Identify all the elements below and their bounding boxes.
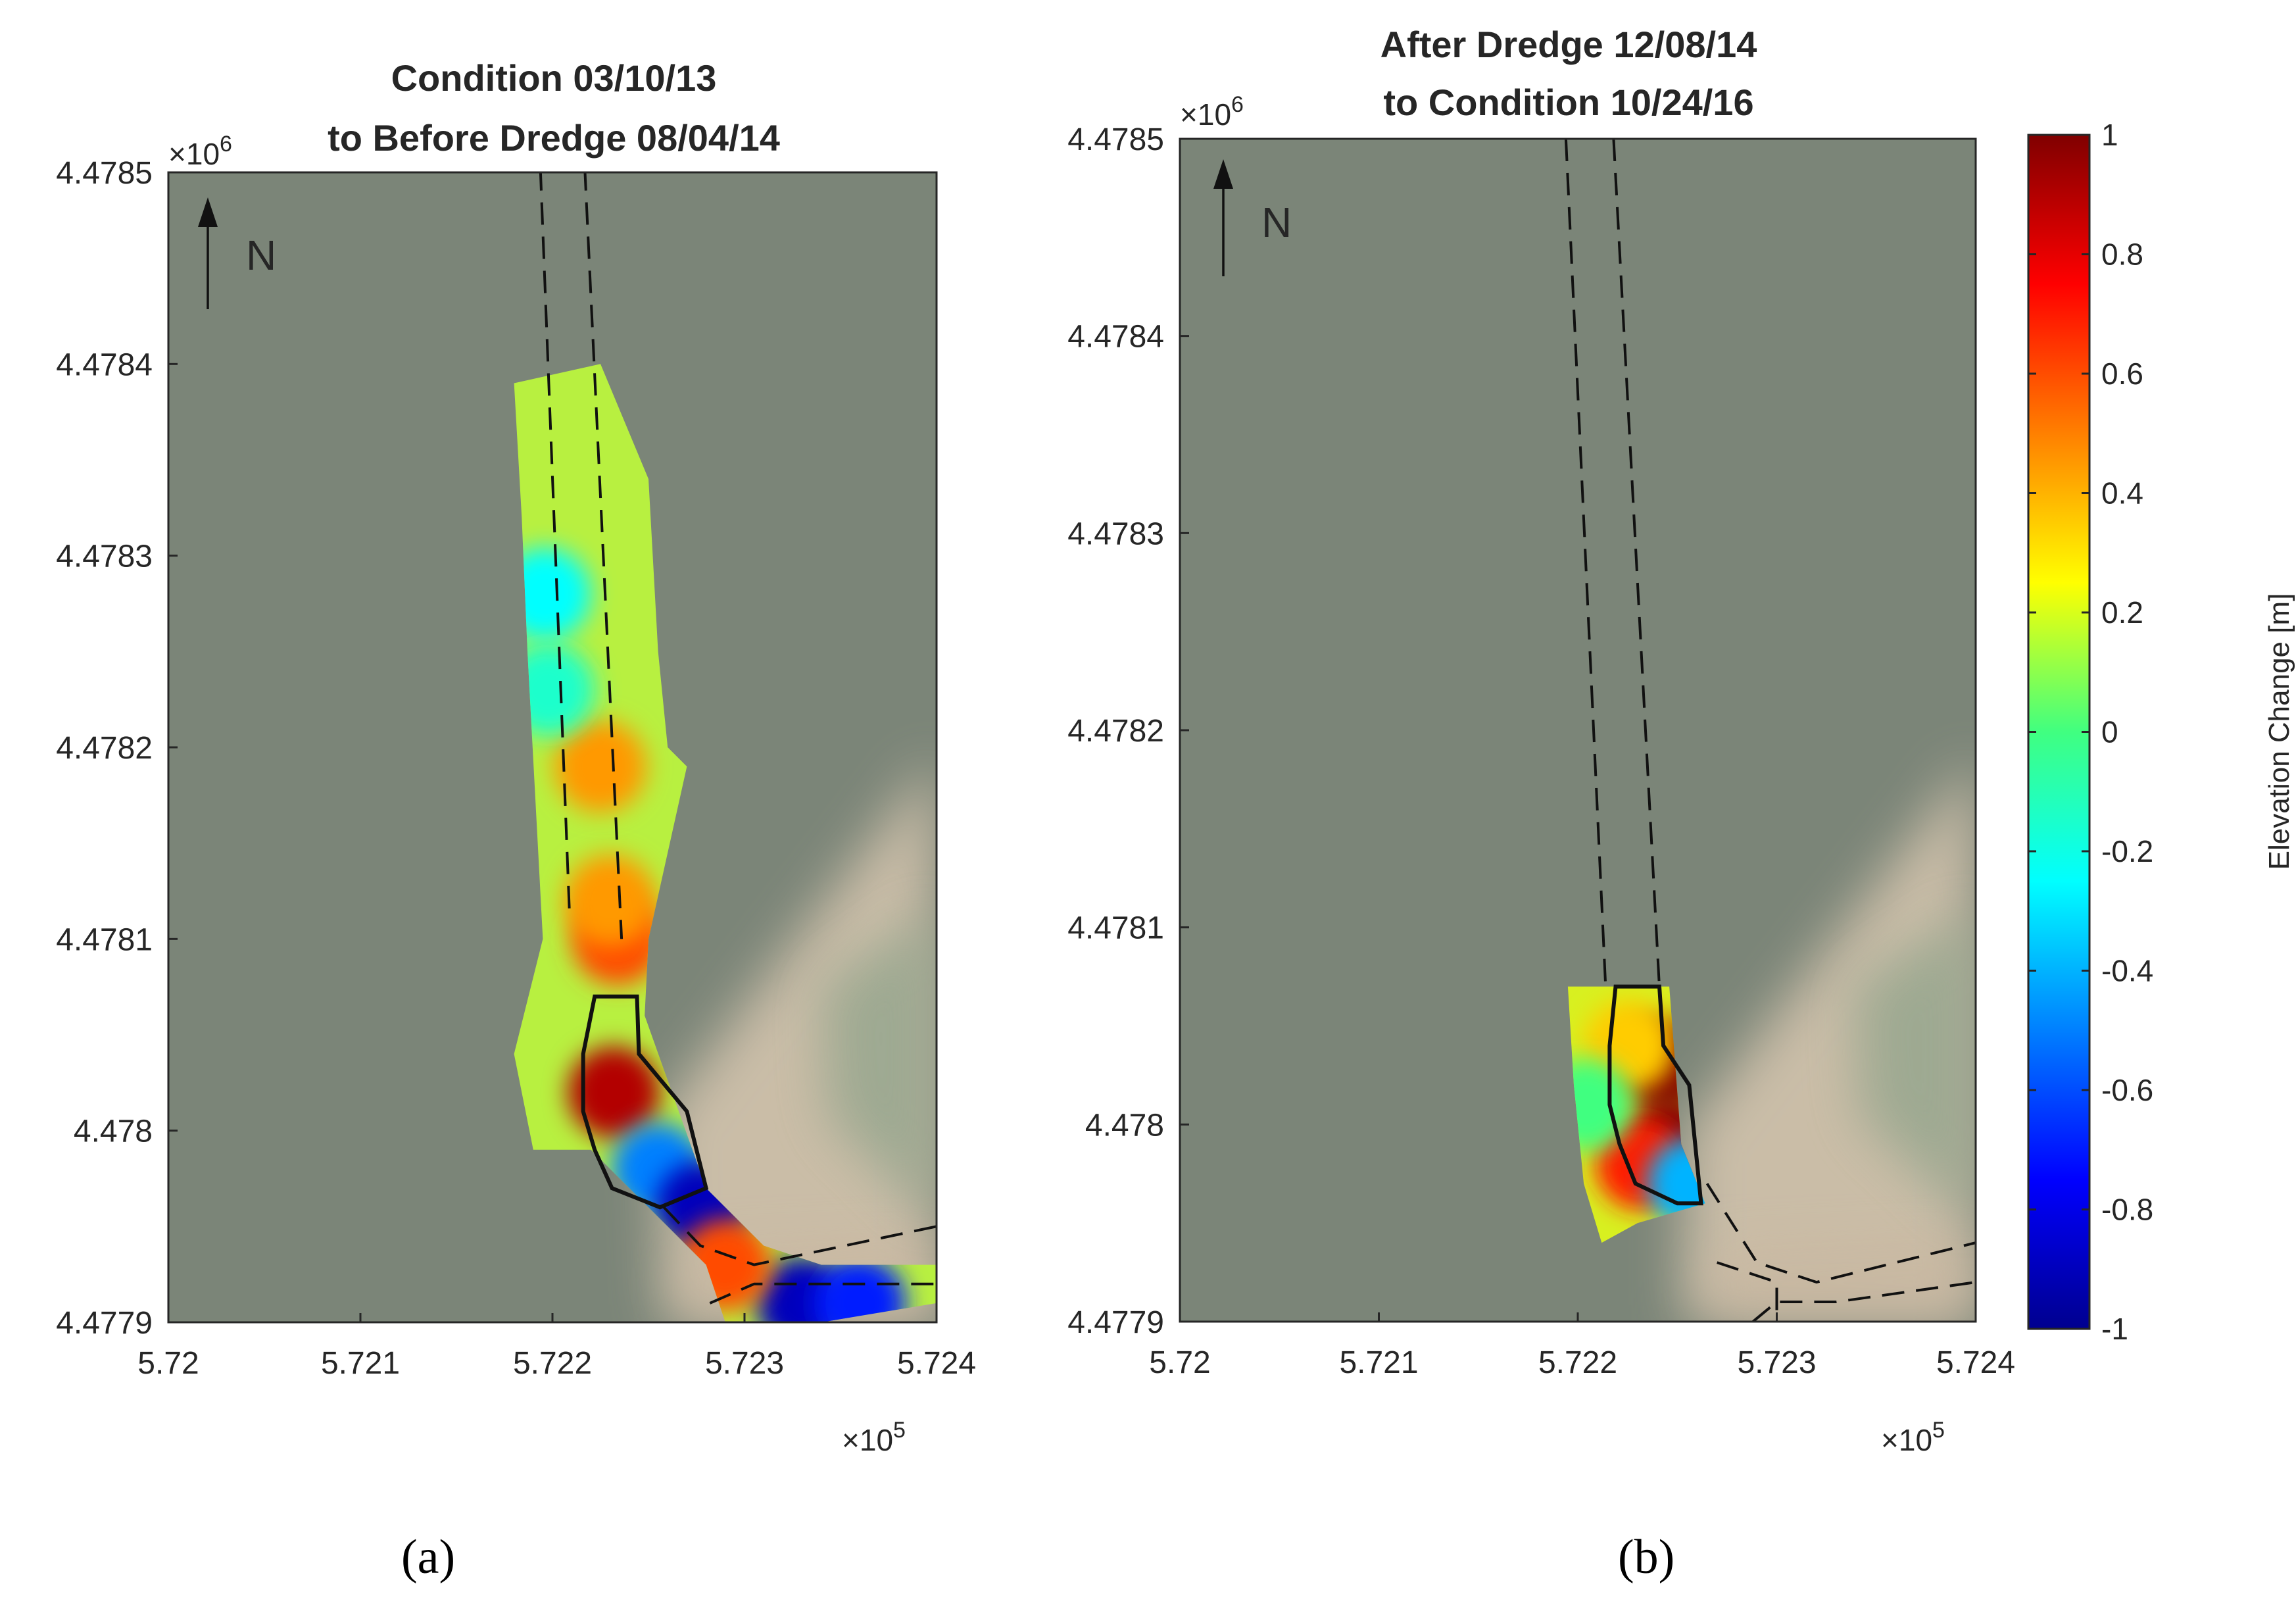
x-tick-label: 5.722 (513, 1346, 592, 1381)
colorbar-tick-label: -1 (2101, 1312, 2128, 1346)
colorbar-label: Elevation Change [m] (2263, 593, 2295, 870)
navigation-channel-line (1705, 1183, 1976, 1284)
panel-a-map (168, 172, 937, 1322)
y-tick-label: 4.4781 (1067, 911, 1164, 946)
navigation-channel-line (709, 1282, 937, 1305)
colorbar-tick-label: -0.4 (2101, 954, 2153, 988)
north-label: N (1261, 199, 1292, 246)
elevation-hotspot (814, 1256, 906, 1322)
colorbar: 1 0.8 0.6 0.4 0.2 0 -0.2 -0.4 -0.6 -0.8 -1 Elevati… (2027, 118, 2295, 1346)
north-arrow: N (1213, 159, 1292, 276)
navigation-channel-line (1751, 1281, 1976, 1322)
panel-b-x-exponent: ×105 (1881, 1418, 1945, 1457)
panel-a-ticks: 5.72 5.721 5.722 5.723 5.724 4.4779 4.478 4.478… (56, 156, 976, 1381)
x-tick-label: 5.72 (137, 1346, 199, 1381)
colorbar-tick-label: 0.2 (2101, 595, 2143, 630)
panel-a-label: (a) (401, 1530, 456, 1584)
panel-a-x-exponent: ×105 (842, 1418, 906, 1457)
dredge-area-outline (1607, 984, 1703, 1206)
y-tick-label: 4.4779 (56, 1306, 153, 1341)
panel-b-y-exponent: ×106 (1180, 92, 1244, 132)
panel-b: After Dredge 12/08/14 to Condition 10/24… (1067, 24, 2015, 1457)
north-arrow: N (198, 197, 276, 309)
x-tick-label: 5.721 (1339, 1345, 1418, 1380)
colorbar-tick-label: -0.2 (2101, 834, 2153, 868)
x-tick-label: 5.723 (1737, 1345, 1816, 1380)
panel-b-label: (b) (1618, 1530, 1675, 1584)
x-tick-label: 5.724 (897, 1346, 976, 1381)
elevation-hotspot (564, 855, 656, 947)
x-tick-label: 5.721 (321, 1346, 400, 1381)
x-tick-label: 5.724 (1936, 1345, 2015, 1380)
y-tick-label: 4.4782 (56, 731, 153, 766)
panel-b-title-line1: After Dredge 12/08/14 (1380, 24, 1757, 65)
elevation-hotspot (554, 720, 647, 813)
y-tick-label: 4.4785 (56, 156, 153, 191)
colorbar-tick-label: 0.4 (2101, 476, 2143, 510)
navigation-channel-line (1564, 139, 1607, 987)
panel-b-overlays (1564, 139, 1976, 1322)
navigation-channel-line (1717, 1261, 1778, 1322)
colorbar-tick-label: 0.8 (2101, 237, 2143, 272)
panel-a-title-line2: to Before Dredge 08/04/14 (328, 117, 780, 159)
colorbar-ticks: 1 0.8 0.6 0.4 0.2 0 -0.2 -0.4 -0.6 -0.8 -1 (2028, 118, 2153, 1346)
y-tick-label: 4.4785 (1067, 122, 1164, 157)
navigation-channel-line (539, 172, 572, 920)
panel-b-ticks: 5.72 5.721 5.722 5.723 5.724 4.4779 4.478 4.478… (1067, 122, 2015, 1380)
north-arrow-head-icon (1213, 159, 1233, 189)
sand-beach (1684, 757, 1976, 1322)
y-tick-label: 4.478 (74, 1114, 153, 1149)
panel-b-title-line2: to Condition 10/24/16 (1383, 82, 1753, 123)
y-tick-label: 4.4784 (1067, 320, 1164, 355)
colorbar-tick-label: -0.6 (2101, 1073, 2153, 1107)
x-tick-label: 5.72 (1149, 1345, 1210, 1380)
y-tick-label: 4.4783 (1067, 516, 1164, 551)
x-tick-label: 5.722 (1538, 1345, 1617, 1380)
north-label: N (246, 232, 276, 279)
navigation-channel-line (1612, 139, 1661, 987)
colorbar-tick-label: -0.8 (2101, 1193, 2153, 1227)
colorbar-tick-label: 1 (2101, 118, 2118, 152)
y-tick-label: 4.4783 (56, 539, 153, 574)
north-arrow-head-icon (198, 197, 218, 227)
panel-a-overlays (539, 172, 937, 1305)
y-tick-label: 4.4779 (1067, 1305, 1164, 1340)
y-tick-label: 4.4782 (1067, 714, 1164, 749)
colorbar-tick-label: 0.6 (2101, 357, 2143, 391)
y-tick-label: 4.4784 (56, 347, 153, 382)
sand-beach (658, 757, 937, 1322)
elevation-hotspot (568, 1046, 660, 1139)
navigation-channel-line (583, 172, 623, 939)
navigation-channel-line (662, 1206, 937, 1266)
panel-a-title-line1: Condition 03/10/13 (391, 57, 717, 99)
vegetation (1855, 908, 1976, 1224)
panel-a-y-exponent: ×106 (168, 132, 232, 171)
vegetation (822, 908, 937, 1224)
x-tick-label: 5.723 (705, 1346, 784, 1381)
elevation-hotspot (1647, 1137, 1705, 1230)
colorbar-gradient (2027, 134, 2091, 1330)
y-tick-label: 4.478 (1085, 1108, 1164, 1143)
colorbar-tick-label: 0 (2101, 715, 2118, 749)
dredge-area-outline (581, 994, 709, 1210)
y-tick-label: 4.4781 (56, 922, 153, 957)
panel-a: Condition 03/10/13 to Before Dredge 08/0… (56, 57, 976, 1457)
panel-b-map (1180, 139, 1976, 1322)
